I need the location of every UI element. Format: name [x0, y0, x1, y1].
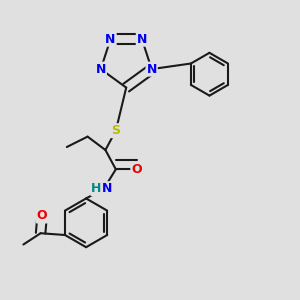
Text: N: N — [137, 33, 147, 46]
Text: S: S — [111, 124, 120, 137]
Text: N: N — [146, 63, 157, 76]
Text: H: H — [91, 182, 102, 195]
Text: N: N — [96, 63, 106, 76]
Text: N: N — [102, 182, 112, 195]
Text: O: O — [37, 209, 47, 223]
Text: N: N — [105, 33, 116, 46]
Text: O: O — [131, 163, 142, 176]
